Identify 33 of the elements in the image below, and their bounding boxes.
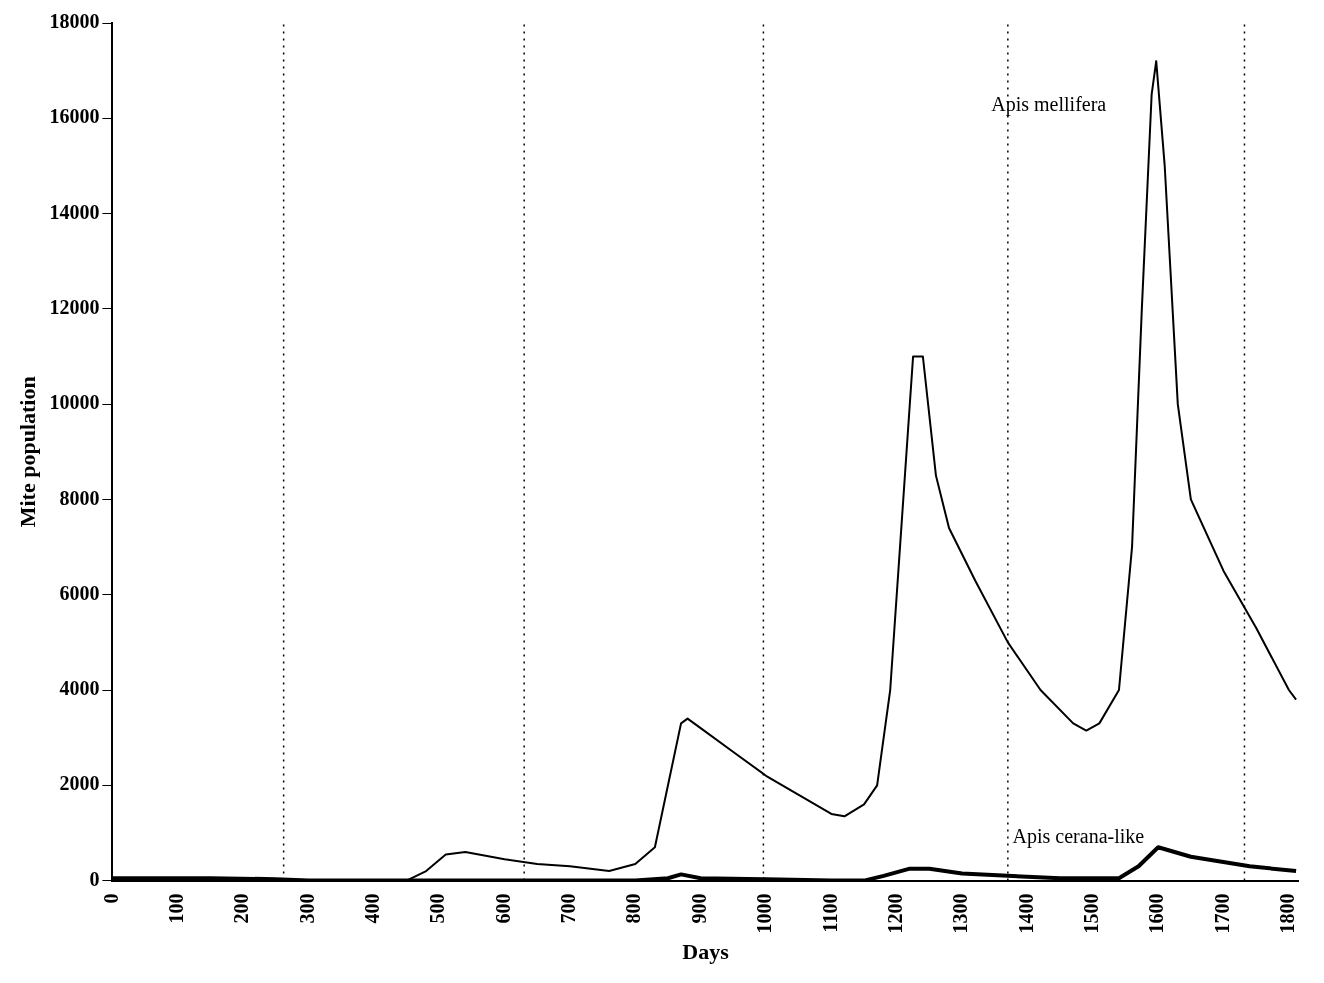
- y-tick-label: 18000: [49, 10, 100, 33]
- x-tick-label: 800: [622, 893, 645, 924]
- x-tick-label: 500: [426, 893, 449, 924]
- x-tick-label: 1700: [1210, 893, 1233, 934]
- x-tick-label: 900: [687, 893, 710, 924]
- x-tick-label: 100: [164, 893, 187, 924]
- x-tick-label: 1800: [1276, 893, 1299, 934]
- y-tick-label: 14000: [49, 200, 100, 223]
- y-tick-label: 0: [89, 867, 100, 890]
- series-label: Apis cerana-like: [1012, 825, 1145, 849]
- x-tick-label: 300: [295, 893, 318, 924]
- y-tick-label: 16000: [49, 105, 100, 128]
- y-tick-label: 2000: [59, 772, 100, 795]
- x-tick-label: 1100: [818, 893, 841, 933]
- x-tick-label: 200: [230, 893, 253, 924]
- y-tick-label: 6000: [59, 581, 100, 604]
- y-tick-label: 10000: [49, 391, 100, 414]
- y-tick-label: 12000: [49, 296, 100, 319]
- y-tick-label: 4000: [59, 677, 100, 700]
- x-tick-label: 1600: [1145, 893, 1168, 934]
- y-axis-title: Mite population: [14, 376, 40, 528]
- y-tick-label: 8000: [59, 486, 100, 509]
- text: Apis mellifera: [991, 93, 1107, 117]
- x-tick-label: 700: [557, 893, 580, 924]
- x-tick-label: 1400: [1014, 893, 1037, 934]
- x-tick-label: 1500: [1079, 893, 1102, 934]
- x-tick-label: 1200: [883, 893, 906, 934]
- x-tick-label: 1000: [753, 893, 776, 934]
- x-tick-label: 400: [361, 893, 384, 924]
- x-tick-label: 1300: [949, 893, 972, 934]
- x-tick-label: 0: [99, 893, 122, 904]
- x-tick-label: 600: [491, 893, 514, 924]
- x-axis-title: Days: [682, 939, 730, 965]
